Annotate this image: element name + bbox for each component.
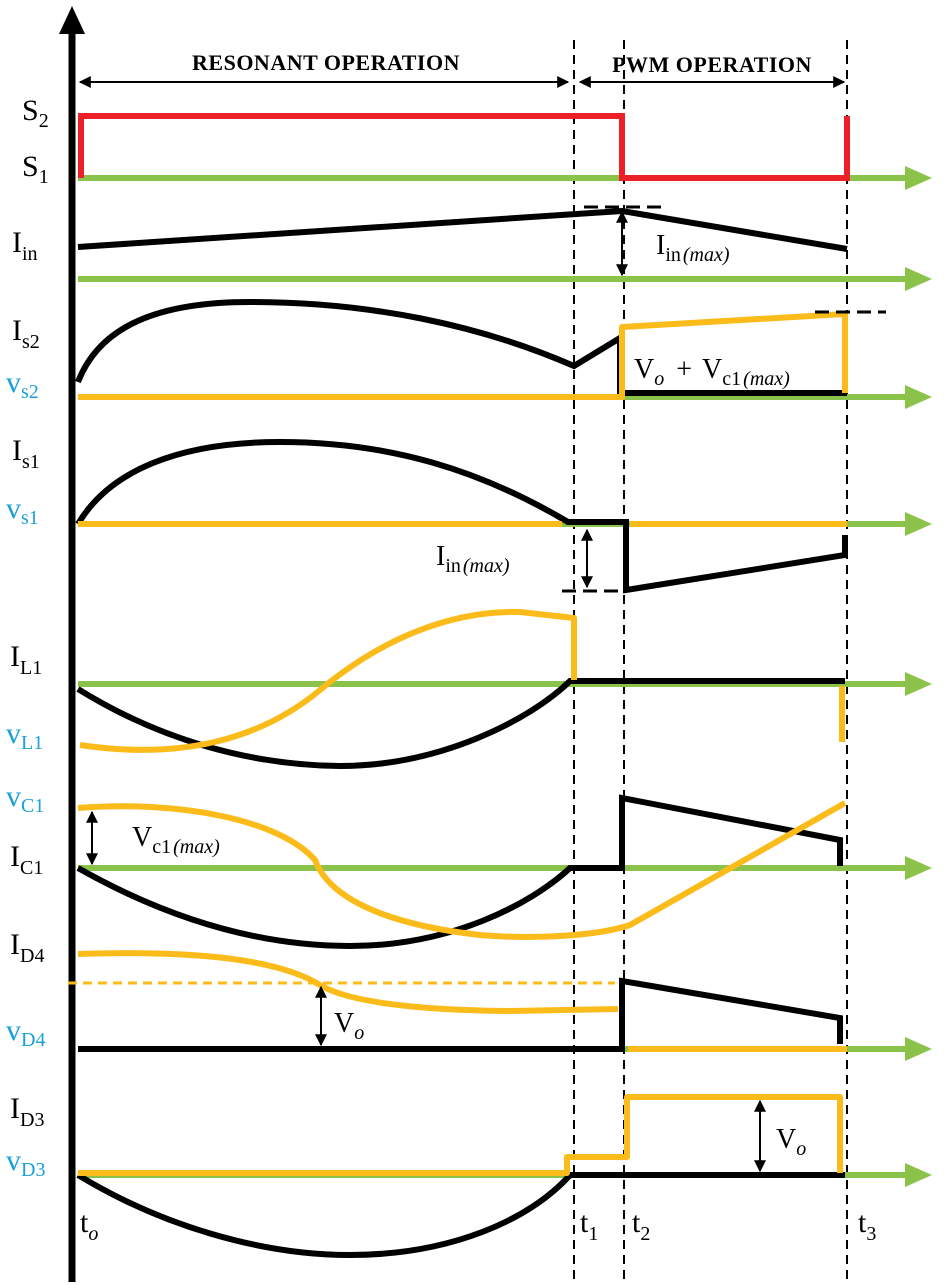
annotation-vo-d3: Vo: [776, 1124, 806, 1160]
label-t2: t2: [632, 1206, 650, 1245]
label-s1: S1: [22, 150, 49, 188]
axis-d3-arrow: [905, 1163, 932, 1187]
main-vertical-axis: [59, 6, 85, 1282]
axis-s-arrow: [905, 166, 932, 190]
section-banners: RESONANT OPERATION PWM OPERATION: [78, 50, 846, 88]
waveforms: [68, 113, 850, 1259]
label-t1: t1: [580, 1206, 598, 1245]
label-is2: Is2: [12, 314, 40, 353]
label-vs2: vs2: [6, 366, 39, 403]
label-s2: S2: [22, 94, 49, 132]
label-id3: ID3: [10, 1092, 44, 1131]
label-il1: IL1: [10, 640, 42, 679]
annotation-vo-plus-vc1: Vo + Vc1 (max): [634, 354, 790, 390]
is2-waveform: [75, 298, 847, 396]
is1-waveform: [75, 438, 848, 594]
axis-iin-arrow: [905, 267, 932, 291]
axis-c1-arrow: [905, 856, 932, 880]
label-vs1: vs1: [6, 492, 39, 529]
axis-s2-arrow: [905, 385, 932, 409]
ic1-waveform: [76, 794, 843, 950]
annotation-vc1-max: Vc1 (max): [132, 822, 220, 858]
annotation-iin-max-is1: Iin (max): [436, 541, 510, 577]
s2-waveform: [78, 113, 850, 181]
axis-d4-arrow: [905, 1037, 932, 1061]
id3-waveform: [76, 1172, 845, 1259]
label-t3: t3: [858, 1206, 876, 1245]
time-labels: to t1 t2 t3: [80, 1206, 876, 1245]
annotation-arrows: [86, 205, 886, 1173]
vd4-waveform: [77, 950, 619, 1014]
axis-l1-arrow: [905, 672, 932, 696]
label-is1: Is1: [12, 434, 40, 473]
il1-waveform: [76, 678, 845, 770]
label-id4: ID4: [10, 928, 44, 967]
id4-waveform: [78, 977, 843, 1052]
resonant-operation-label: RESONANT OPERATION: [192, 50, 460, 75]
label-vd3: vD3: [6, 1144, 45, 1181]
annotation-vo-d4: Vo: [334, 1008, 364, 1044]
pwm-operation-label: PWM OPERATION: [612, 52, 812, 77]
vc1-waveform: [77, 800, 847, 940]
label-ic1: IC1: [10, 840, 43, 879]
axis-s1-arrow: [905, 512, 932, 536]
label-iin: Iin: [12, 226, 38, 265]
annotation-labels: Iin (max) Vo + Vc1 (max) Iin (max) Vc1 (max) V…: [132, 230, 806, 1160]
label-vl1: vL1: [6, 717, 43, 754]
signal-labels: S2 S1 Iin Is2 vs2 Is1 vs1 IL1 vL1 vC1 IC…: [6, 94, 49, 1181]
annotation-iin-max-top: Iin (max): [656, 230, 730, 266]
iin-waveform: [77, 207, 848, 252]
label-t0: to: [80, 1206, 98, 1245]
vl1-waveform: [79, 608, 577, 753]
label-vd4: vD4: [6, 1014, 45, 1051]
vs2-waveform: [78, 311, 848, 400]
label-vc1: vC1: [6, 780, 44, 817]
vd3-waveform: [78, 1094, 843, 1176]
